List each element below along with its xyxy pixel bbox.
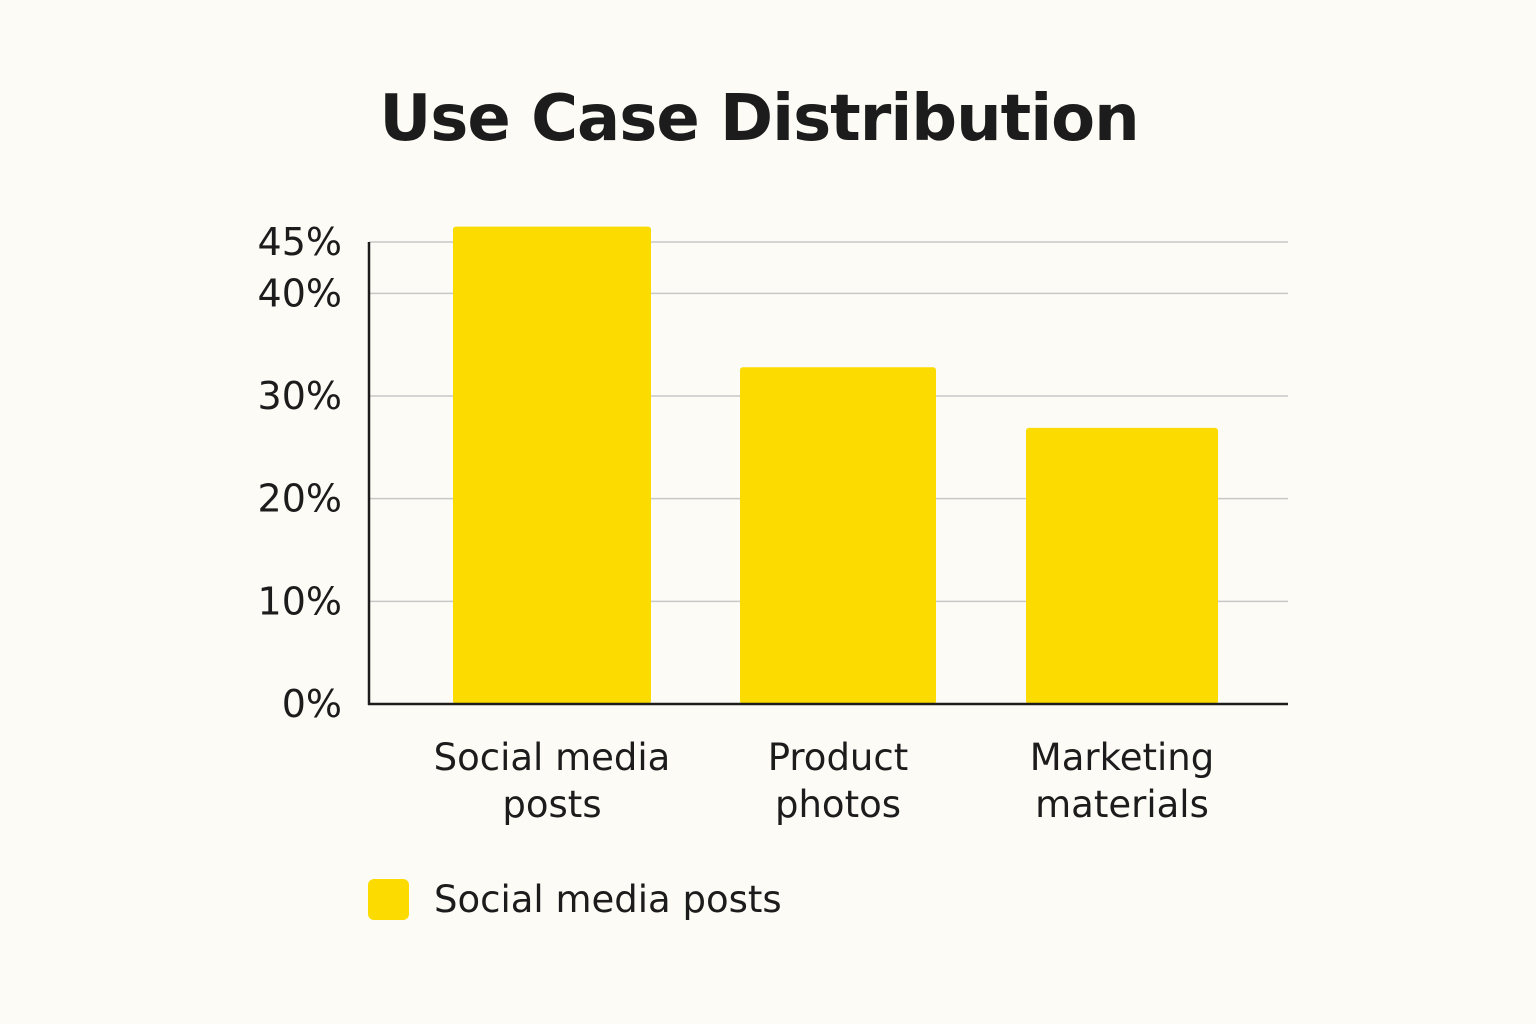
x-category-label: materials [1035, 783, 1209, 826]
legend-label: Social media posts [434, 878, 782, 921]
y-tick-label: 0% [282, 682, 342, 726]
chart-title: Use Case Distribution [379, 82, 1139, 156]
legend: Social media posts [368, 878, 782, 921]
y-tick-label: 20% [258, 477, 342, 521]
x-category-label: Marketing [1030, 736, 1214, 779]
y-tick-label: 45% [258, 220, 342, 264]
x-category-label: posts [502, 783, 601, 826]
y-tick-labels: 0% 10% 20% 30% 40% 45% [258, 220, 342, 726]
x-category-label: photos [775, 783, 901, 826]
x-category-label: Product [768, 736, 908, 779]
y-tick-label: 30% [258, 374, 342, 418]
bar [1026, 427, 1218, 704]
y-tick-label: 10% [258, 579, 342, 623]
bar [740, 367, 936, 704]
legend-swatch [368, 879, 409, 920]
bar [453, 226, 651, 704]
bars [453, 226, 1218, 704]
x-category-label: Social media [434, 736, 671, 779]
y-tick-label: 40% [258, 271, 342, 315]
axes [367, 242, 1288, 706]
